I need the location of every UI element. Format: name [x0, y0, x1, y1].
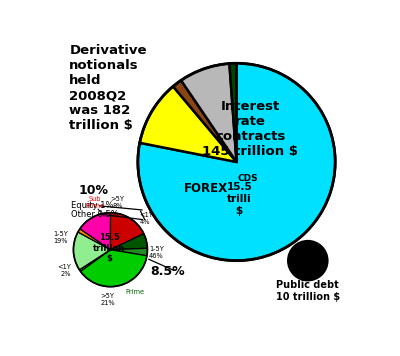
Wedge shape [79, 250, 110, 271]
Text: 10%: 10% [79, 184, 109, 197]
Text: 15.5
trilli
$: 15.5 trilli $ [226, 182, 252, 216]
Wedge shape [80, 213, 110, 250]
Wedge shape [110, 234, 148, 250]
Text: FOREX: FOREX [184, 182, 228, 194]
Text: >5Y
8%: >5Y 8% [110, 196, 124, 209]
Wedge shape [80, 250, 147, 287]
Text: 8.5%: 8.5% [151, 265, 185, 278]
Wedge shape [110, 248, 148, 256]
Text: 15.5
trillion
$: 15.5 trillion $ [93, 234, 125, 263]
Wedge shape [140, 87, 236, 162]
Wedge shape [74, 232, 110, 270]
Text: Derivative
notionals
held
2008Q2
was 182
trillion $: Derivative notionals held 2008Q2 was 182… [69, 44, 147, 132]
Wedge shape [78, 229, 110, 250]
Text: Equity 1%: Equity 1% [71, 201, 113, 210]
Wedge shape [181, 63, 236, 162]
Text: Other 0.5%: Other 0.5% [71, 210, 118, 219]
Text: 1-5Y
46%: 1-5Y 46% [149, 246, 164, 259]
Text: <1Y
2%: <1Y 2% [57, 264, 71, 277]
Text: 1-5Y
19%: 1-5Y 19% [53, 231, 68, 244]
Text: Interest
rate
contracts
145 trillion $: Interest rate contracts 145 trillion $ [202, 100, 298, 158]
Text: CDS: CDS [237, 174, 258, 183]
Wedge shape [110, 213, 144, 250]
Text: Public debt
10 trillion $: Public debt 10 trillion $ [276, 280, 340, 302]
Text: Prime: Prime [126, 289, 145, 295]
Text: Sub
Prime: Sub Prime [86, 196, 105, 209]
Text: <1Y
4%: <1Y 4% [139, 212, 153, 225]
Text: >5Y
21%: >5Y 21% [100, 293, 115, 306]
Wedge shape [173, 80, 236, 162]
Circle shape [288, 241, 328, 281]
Wedge shape [138, 63, 335, 261]
Wedge shape [230, 63, 236, 162]
